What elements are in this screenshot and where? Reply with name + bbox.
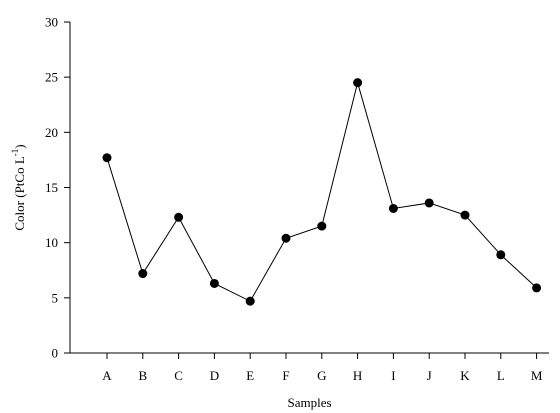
data-point-M: [532, 283, 542, 293]
series-line: [106, 80, 537, 302]
x-tick-label: G: [317, 368, 326, 383]
data-point-J: [424, 198, 434, 208]
y-axis-title-suffix: ): [12, 144, 27, 148]
y-tick-label: 20: [45, 125, 58, 140]
x-tick-label: L: [497, 368, 505, 383]
y-tick-label: 25: [45, 70, 58, 85]
x-tick-label: B: [138, 368, 147, 383]
data-point-H: [353, 78, 363, 88]
data-point-C: [174, 212, 184, 222]
x-tick-label: A: [102, 368, 112, 383]
y-tick-label: 10: [45, 235, 58, 250]
x-ticks: A B C D E F G H I J K L M: [102, 353, 543, 383]
x-tick-label: E: [246, 368, 254, 383]
y-axis-title: Color (PtCo L-1): [10, 144, 27, 230]
data-point-E: [245, 296, 255, 306]
y-tick-label: 15: [45, 180, 58, 195]
x-tick-label: C: [174, 368, 183, 383]
x-tick-label: J: [427, 368, 432, 383]
x-tick-label: D: [210, 368, 219, 383]
x-tick-label: I: [391, 368, 395, 383]
y-tick-label: 5: [52, 290, 59, 305]
data-point-I: [388, 203, 398, 213]
y-axis-title-superscript: -1: [10, 149, 20, 157]
data-point-G: [317, 221, 327, 231]
y-axis-title-prefix: Color (PtCo L: [12, 156, 27, 230]
data-point-K: [460, 210, 470, 220]
data-point-L: [496, 250, 506, 260]
data-point-B: [138, 269, 148, 279]
x-tick-label: M: [531, 368, 543, 383]
y-tick-label: 0: [52, 346, 59, 361]
y-tick-label: 30: [45, 15, 58, 30]
x-tick-label: H: [353, 368, 362, 383]
data-point-A: [102, 153, 112, 163]
y-ticks: 0 5 10 15 20 25 30: [45, 15, 70, 361]
data-point-D: [209, 278, 219, 288]
data-point-F: [281, 233, 291, 243]
x-tick-label: F: [282, 368, 289, 383]
x-axis-title: Samples: [287, 395, 331, 410]
data-points: [102, 78, 542, 306]
x-tick-label: K: [460, 368, 470, 383]
